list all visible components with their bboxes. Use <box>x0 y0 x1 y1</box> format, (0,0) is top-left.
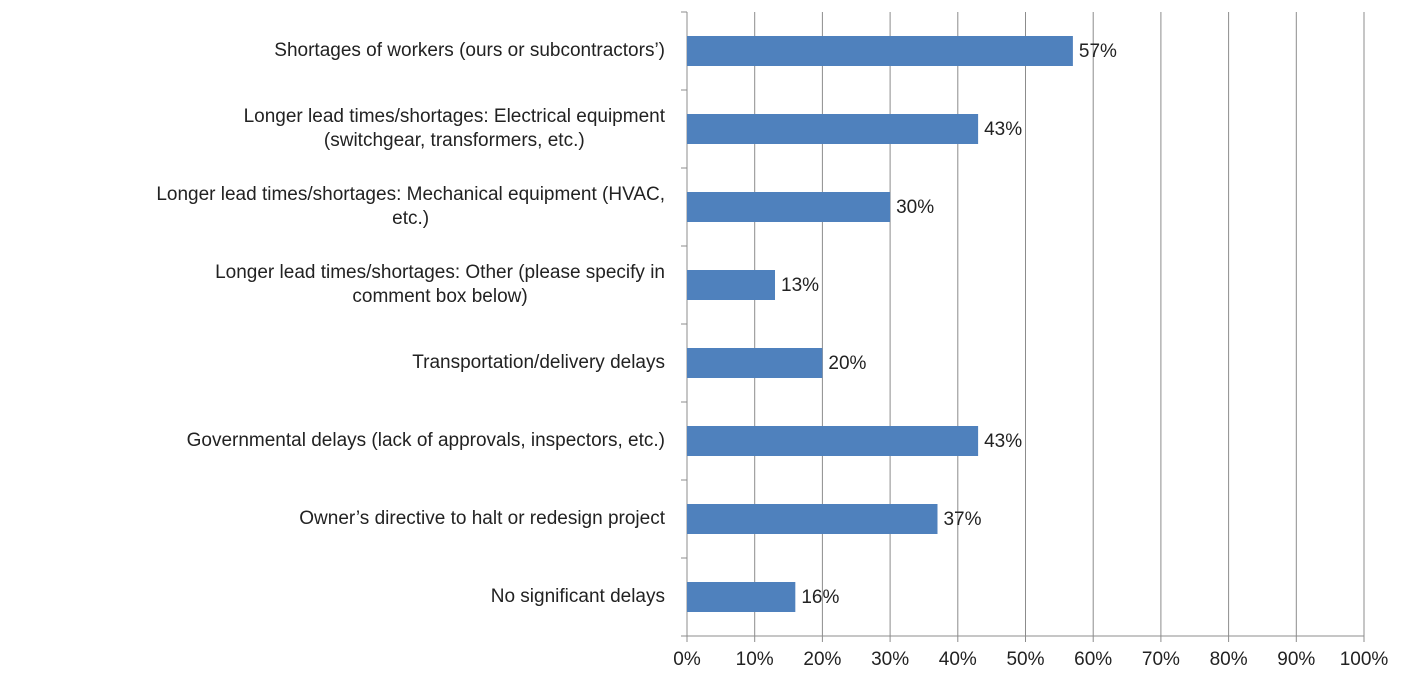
x-tick-label: 50% <box>1006 649 1044 670</box>
bar <box>687 36 1073 66</box>
data-label: 57% <box>1079 41 1117 62</box>
x-tick-label: 40% <box>939 649 977 670</box>
x-tick-label: 70% <box>1142 649 1180 670</box>
data-label: 43% <box>984 431 1022 452</box>
category-label: Longer lead times/shortages: Other (plea… <box>0 255 665 315</box>
x-tick-label: 0% <box>673 649 701 670</box>
category-label: Governmental delays (lack of approvals, … <box>0 411 665 471</box>
category-text: Longer lead times/shortages: Mechanical … <box>156 184 665 229</box>
x-tick-label: 90% <box>1277 649 1315 670</box>
x-tick-label: 20% <box>803 649 841 670</box>
data-label: 37% <box>943 509 981 530</box>
data-label: 20% <box>828 353 866 374</box>
data-label: 16% <box>801 587 839 608</box>
x-tick-label: 10% <box>736 649 774 670</box>
category-text: Transportation/delivery delays <box>412 352 665 373</box>
data-label: 13% <box>781 275 819 296</box>
category-text: No significant delays <box>490 586 665 607</box>
category-text: Governmental delays (lack of approvals, … <box>186 430 665 451</box>
x-tick-label: 100% <box>1340 649 1389 670</box>
bar <box>687 426 979 456</box>
category-text: Longer lead times/shortages: Electrical … <box>243 106 665 151</box>
data-label: 43% <box>984 119 1022 140</box>
bar <box>687 270 776 300</box>
bar <box>687 582 796 612</box>
category-text: Owner’s directive to halt or redesign pr… <box>299 508 665 529</box>
category-label: Longer lead times/shortages: Mechanical … <box>0 177 665 237</box>
category-label: Owner’s directive to halt or redesign pr… <box>0 489 665 549</box>
bar <box>687 504 938 534</box>
bar <box>687 348 823 378</box>
category-label: Transportation/delivery delays <box>0 333 665 393</box>
bar <box>687 192 891 222</box>
x-tick-label: 30% <box>871 649 909 670</box>
x-tick-label: 60% <box>1074 649 1112 670</box>
bar <box>687 114 979 144</box>
category-label: Longer lead times/shortages: Electrical … <box>0 99 665 159</box>
category-label: No significant delays <box>0 567 665 627</box>
data-label: 30% <box>896 197 934 218</box>
category-text: Shortages of workers (ours or subcontrac… <box>274 40 665 61</box>
x-tick-label: 80% <box>1210 649 1248 670</box>
category-label: Shortages of workers (ours or subcontrac… <box>0 21 665 81</box>
category-text: Longer lead times/shortages: Other (plea… <box>215 262 665 307</box>
